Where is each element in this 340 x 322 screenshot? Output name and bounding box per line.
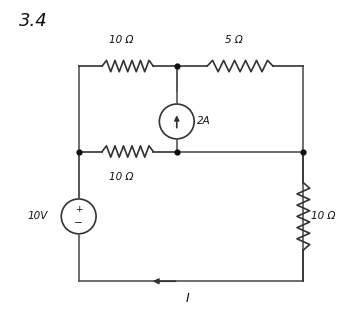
- Text: I: I: [186, 292, 190, 305]
- Text: 10V: 10V: [27, 211, 48, 222]
- Text: 10 Ω: 10 Ω: [311, 211, 336, 222]
- Text: 3.4: 3.4: [19, 12, 47, 30]
- Text: 10 Ω: 10 Ω: [109, 172, 134, 182]
- Text: 2A: 2A: [197, 117, 211, 127]
- Text: −: −: [74, 218, 83, 228]
- Text: 10 Ω: 10 Ω: [109, 35, 134, 45]
- Text: 5 Ω: 5 Ω: [225, 35, 243, 45]
- Text: +: +: [75, 205, 82, 214]
